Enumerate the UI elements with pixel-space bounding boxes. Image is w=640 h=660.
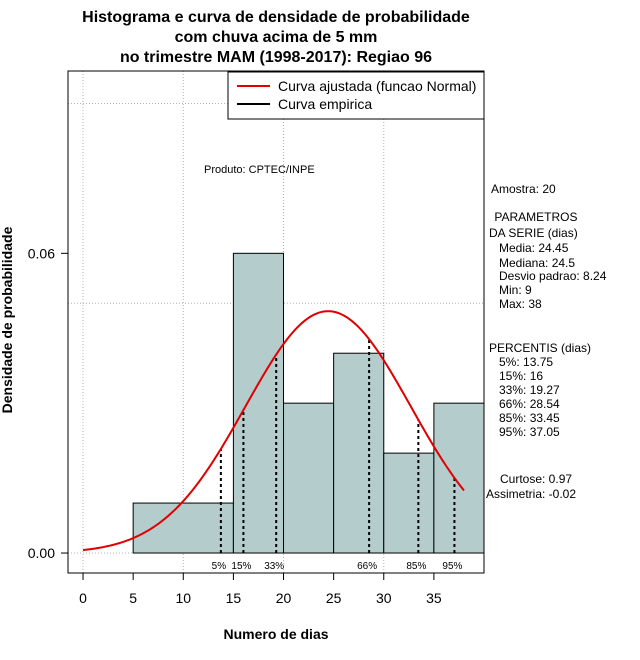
stat-max: Max: 38 [489, 297, 542, 311]
x-axis-title: Numero de dias [223, 626, 328, 642]
stat-params-sub: DA SERIE (dias) [489, 226, 578, 240]
percentile-markers: 5% 15% 33% 66% 85% 95% [212, 339, 463, 572]
stat-p15: 15%: 16 [489, 369, 543, 383]
x-tick-label: 35 [426, 590, 442, 606]
stat-p5: 5%: 13.75 [489, 355, 553, 369]
stat-skewness: Assimetria: -0.02 [486, 487, 576, 501]
stat-stddev: Desvio padrao: 8.24 [489, 269, 607, 283]
legend: Curva ajustada (funcao Normal) Curva emp… [227, 71, 485, 120]
stats-panel: Amostra: 20 PARAMETROS DA SERIE (dias) M… [486, 182, 607, 501]
stat-mean: Media: 24.45 [489, 241, 569, 255]
y-tick-label: 0.06 [28, 245, 55, 261]
x-tick-label: 0 [79, 590, 87, 606]
curve-layer [82, 310, 465, 552]
stat-percentiles-header: PERCENTIS (dias) [489, 341, 591, 355]
stat-min: Min: 9 [489, 283, 532, 297]
y-tick-label: 0.00 [28, 545, 55, 561]
stat-p85: 85%: 33.45 [489, 411, 560, 425]
x-axis: 0 5 10 15 20 25 30 35 [79, 572, 442, 606]
x-tick-label: 25 [326, 590, 342, 606]
x-tick-label: 15 [226, 590, 242, 606]
x-tick-label: 10 [175, 590, 191, 606]
chart-title-line-1: Histograma e curva de densidade de proba… [82, 9, 470, 26]
percentile-label: 33% [264, 561, 284, 572]
histogram-bar [232, 252, 285, 554]
x-tick-label: 5 [129, 590, 137, 606]
y-axis: 0.00 0.06 [28, 245, 68, 561]
stat-median: Mediana: 24.5 [489, 256, 575, 270]
histogram-bars [132, 252, 485, 554]
fitted-normal-curve [82, 310, 465, 552]
y-axis-title: Densidade de probabilidade [0, 226, 15, 413]
legend-box [227, 71, 485, 120]
stat-p95: 95%: 37.05 [489, 425, 560, 439]
histogram-bar [433, 402, 485, 554]
legend-label-empirical: Curva empirica [278, 96, 372, 112]
chart-title-line-2: com chuva acima de 5 mm [175, 29, 378, 46]
histogram-bar [383, 452, 435, 554]
legend-label-fitted: Curva ajustada (funcao Normal) [278, 78, 476, 94]
chart-title-line-3: no trimestre MAM (1998-2017): Regiao 96 [120, 49, 432, 66]
stat-params-header: PARAMETROS [491, 210, 577, 224]
percentile-label: 66% [357, 561, 377, 572]
x-tick-label: 30 [376, 590, 392, 606]
percentile-label: 85% [406, 561, 426, 572]
stat-p66: 66%: 28.54 [489, 397, 560, 411]
stat-sample: Amostra: 20 [491, 182, 556, 196]
histogram-bar [333, 352, 385, 554]
stat-p33: 33%: 19.27 [489, 383, 560, 397]
percentile-label: 95% [442, 561, 462, 572]
credit-text: Produto: CPTEC/INPE [204, 164, 315, 176]
histogram-bar [283, 402, 335, 554]
percentile-label: 15% [231, 561, 251, 572]
x-tick-label: 20 [276, 590, 292, 606]
percentile-label: 5% [212, 561, 227, 572]
stat-kurtosis: Curtose: 0.97 [500, 472, 572, 486]
histogram-bar [132, 502, 234, 554]
